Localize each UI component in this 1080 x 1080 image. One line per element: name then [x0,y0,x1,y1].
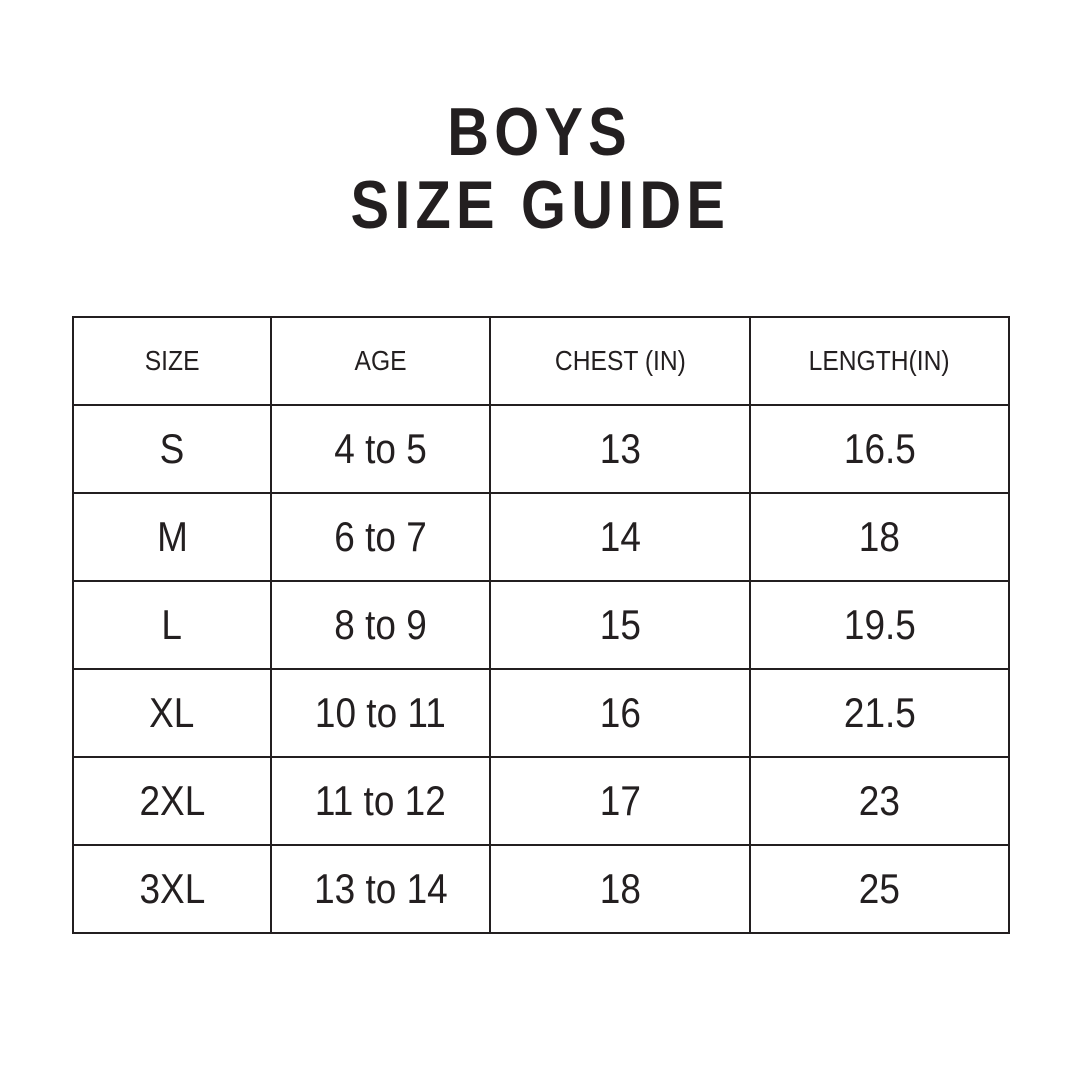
table-row: 2XL 11 to 12 17 23 [72,756,1010,846]
cell-chest: 17 [489,756,751,846]
cell-length: 21.5 [749,668,1010,758]
cell-size: L [72,580,272,670]
cell-age: 10 to 11 [270,668,491,758]
cell-size: XL [72,668,272,758]
cell-chest: 13 [489,404,751,494]
cell-length: 18 [749,492,1010,582]
cell-chest: 16 [489,668,751,758]
cell-chest: 14 [489,492,751,582]
cell-length: 16.5 [749,404,1010,494]
table-row: L 8 to 9 15 19.5 [72,580,1010,670]
table-header-row: SIZE AGE CHEST (IN) LENGTH(IN) [72,316,1010,406]
column-header-chest: CHEST (IN) [489,316,751,406]
cell-chest: 18 [489,844,751,934]
cell-age: 4 to 5 [270,404,491,494]
cell-chest: 15 [489,580,751,670]
cell-age: 13 to 14 [270,844,491,934]
page-title-line1: BOYS [447,94,633,170]
cell-length: 23 [749,756,1010,846]
cell-length: 19.5 [749,580,1010,670]
table-row: XL 10 to 11 16 21.5 [72,668,1010,758]
page-title: BOYS SIZE GUIDE [0,96,1080,242]
cell-size: S [72,404,272,494]
cell-size: 3XL [72,844,272,934]
cell-size: M [72,492,272,582]
cell-age: 6 to 7 [270,492,491,582]
column-header-length: LENGTH(IN) [749,316,1010,406]
column-header-age: AGE [270,316,491,406]
column-header-size: SIZE [72,316,272,406]
cell-length: 25 [749,844,1010,934]
size-guide-table: SIZE AGE CHEST (IN) LENGTH(IN) S 4 to 5 … [72,316,1010,934]
page-title-line2: SIZE GUIDE [350,167,730,243]
table-row: 3XL 13 to 14 18 25 [72,844,1010,934]
cell-size: 2XL [72,756,272,846]
cell-age: 8 to 9 [270,580,491,670]
table-row: S 4 to 5 13 16.5 [72,404,1010,494]
table-row: M 6 to 7 14 18 [72,492,1010,582]
cell-age: 11 to 12 [270,756,491,846]
